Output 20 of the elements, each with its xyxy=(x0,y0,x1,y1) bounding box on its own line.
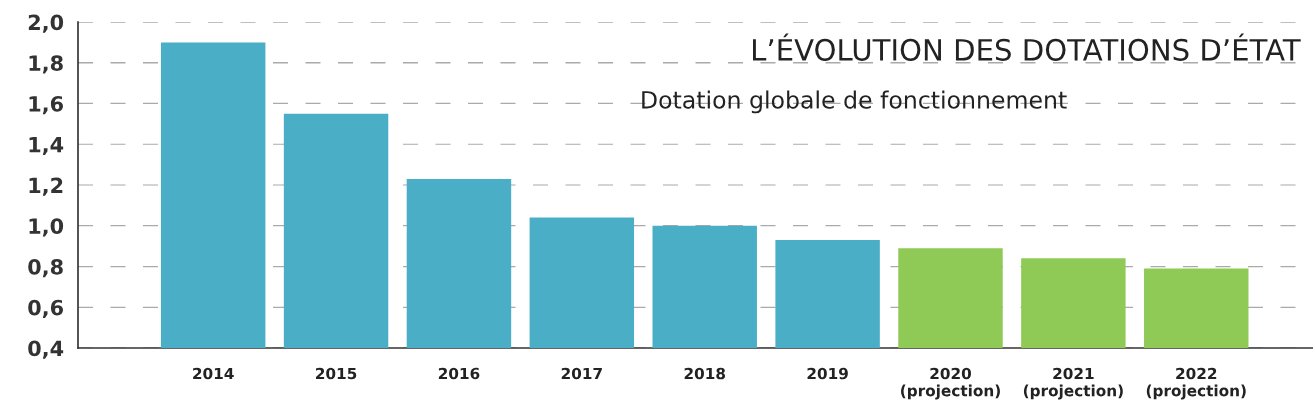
y-tick-label: 0,6 xyxy=(28,299,63,319)
x-tick-label: 2022 (projection) xyxy=(1146,367,1246,400)
y-tick-label: 1,0 xyxy=(29,218,64,237)
text: Dotation globale de fonctionnement xyxy=(642,90,1067,114)
x-tick-label: 2019 xyxy=(807,367,848,380)
y-tick-label: 1,4 xyxy=(29,136,64,156)
x-tick-label: 2021 (projection) xyxy=(1023,367,1123,400)
y-tick-label: 1,8 xyxy=(29,55,63,74)
x-tick-label: 2020 (projection) xyxy=(901,367,1000,400)
y-tick-label: 0,8 xyxy=(28,258,63,278)
chart-title: L’ÉVOLUTION DES DOTATIONS D’ÉTAT xyxy=(753,33,1301,61)
x-tick-label: 2014 xyxy=(193,367,234,380)
y-tick-label: 1,2 xyxy=(29,177,63,196)
x-tick-label: 2017 xyxy=(561,367,602,380)
x-tick-label: 2015 xyxy=(316,367,357,380)
y-tick-label: 2,0 xyxy=(28,14,64,33)
y-tick-label: 0,4 xyxy=(28,340,64,359)
y-tick-label: 1,6 xyxy=(29,95,63,115)
x-tick-label: 2018 xyxy=(684,367,726,380)
x-tick-label: 2016 xyxy=(438,367,480,380)
